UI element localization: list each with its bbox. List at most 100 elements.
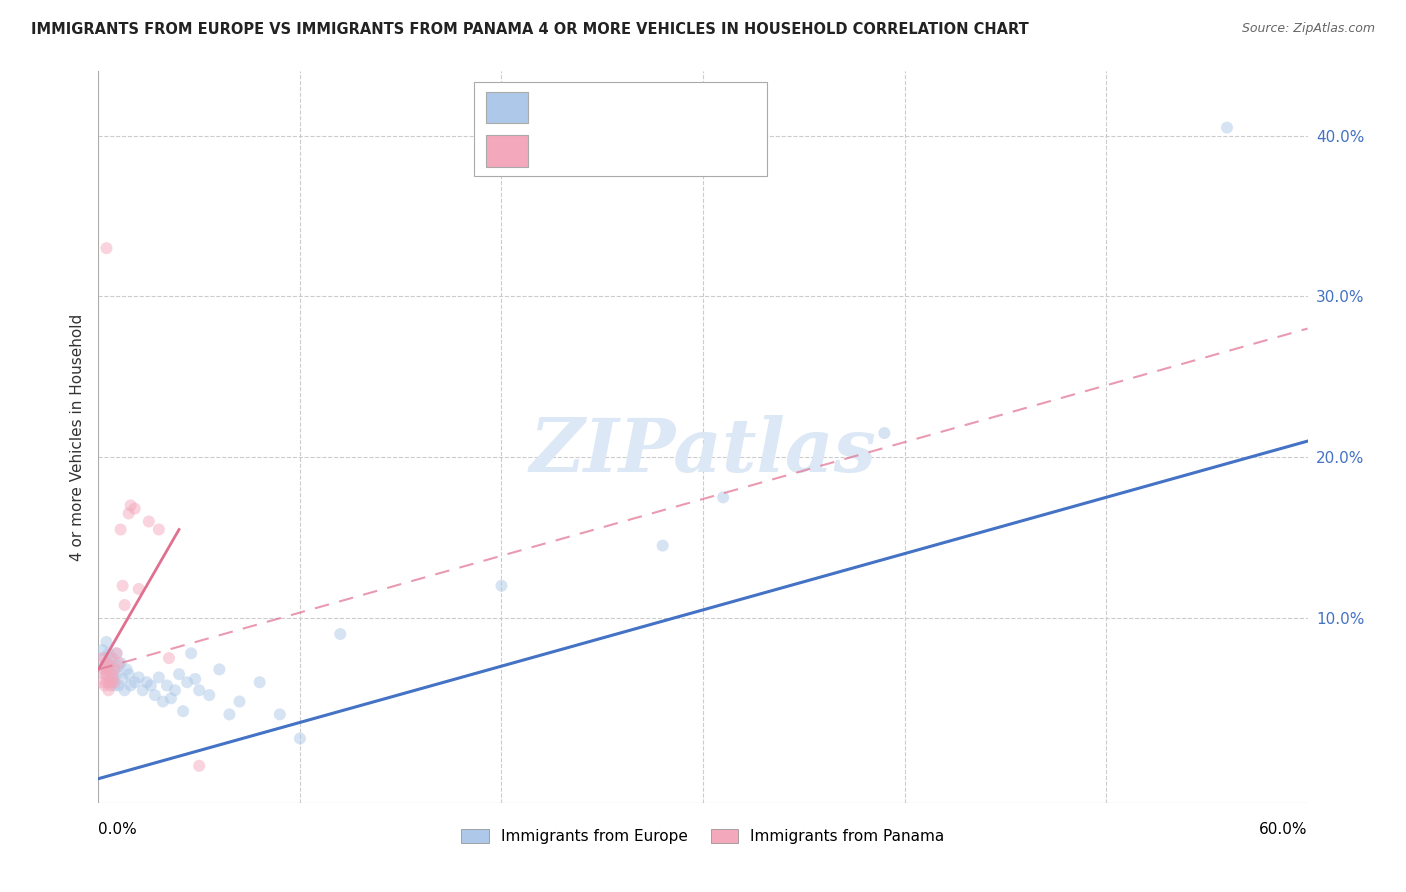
- Point: [139, 678, 162, 692]
- Point: [249, 675, 271, 690]
- Point: [228, 694, 250, 708]
- Text: 60.0%: 60.0%: [1260, 822, 1308, 837]
- Point: [198, 688, 221, 702]
- Point: [148, 670, 170, 684]
- Point: [96, 667, 118, 681]
- Point: [157, 651, 180, 665]
- Point: [97, 656, 120, 670]
- Point: [103, 678, 125, 692]
- Point: [167, 667, 190, 681]
- Point: [101, 675, 124, 690]
- Point: [93, 662, 115, 676]
- Point: [188, 683, 211, 698]
- Text: 31: 31: [700, 144, 721, 159]
- Point: [115, 662, 138, 676]
- Point: [91, 651, 114, 665]
- Point: [93, 667, 115, 681]
- Point: [120, 499, 142, 513]
- Text: Source: ZipAtlas.com: Source: ZipAtlas.com: [1241, 22, 1375, 36]
- Point: [188, 759, 211, 773]
- Point: [97, 659, 120, 673]
- Text: 0.185: 0.185: [592, 144, 640, 159]
- Text: 0.0%: 0.0%: [98, 822, 138, 837]
- Point: [152, 694, 174, 708]
- Point: [107, 656, 129, 670]
- Point: [148, 523, 170, 537]
- Point: [96, 656, 118, 670]
- Point: [93, 651, 115, 665]
- Y-axis label: 4 or more Vehicles in Household: 4 or more Vehicles in Household: [69, 313, 84, 561]
- Point: [96, 667, 118, 681]
- Point: [100, 678, 122, 692]
- Point: [114, 683, 136, 698]
- Point: [118, 667, 141, 681]
- Text: R =: R =: [544, 100, 576, 115]
- Point: [96, 635, 118, 649]
- Point: [97, 662, 120, 676]
- Point: [1216, 120, 1239, 135]
- Point: [105, 646, 128, 660]
- Point: [156, 678, 179, 692]
- Legend: Immigrants from Europe, Immigrants from Panama: Immigrants from Europe, Immigrants from …: [456, 822, 950, 850]
- Point: [124, 675, 146, 690]
- Point: [105, 667, 128, 681]
- Point: [111, 672, 134, 686]
- Point: [100, 659, 122, 673]
- Point: [288, 731, 311, 746]
- Point: [172, 704, 194, 718]
- Point: [118, 507, 141, 521]
- FancyBboxPatch shape: [486, 92, 529, 123]
- Point: [124, 501, 146, 516]
- Point: [93, 659, 115, 673]
- Point: [100, 667, 122, 681]
- Point: [101, 670, 124, 684]
- Point: [711, 491, 734, 505]
- FancyBboxPatch shape: [486, 136, 529, 167]
- Point: [143, 688, 166, 702]
- Point: [101, 651, 124, 665]
- Point: [107, 659, 129, 673]
- Point: [96, 662, 118, 676]
- Point: [163, 683, 186, 698]
- Point: [138, 515, 160, 529]
- Point: [93, 678, 115, 692]
- Point: [218, 707, 240, 722]
- Point: [91, 643, 114, 657]
- Text: IMMIGRANTS FROM EUROPE VS IMMIGRANTS FROM PANAMA 4 OR MORE VEHICLES IN HOUSEHOLD: IMMIGRANTS FROM EUROPE VS IMMIGRANTS FRO…: [31, 22, 1029, 37]
- Point: [184, 672, 207, 686]
- Text: N =: N =: [652, 144, 686, 159]
- Point: [132, 683, 155, 698]
- Point: [110, 523, 132, 537]
- Text: 56: 56: [700, 100, 723, 115]
- Point: [101, 667, 124, 681]
- Point: [91, 675, 114, 690]
- Text: N =: N =: [652, 100, 686, 115]
- Point: [329, 627, 352, 641]
- Point: [176, 675, 198, 690]
- Point: [111, 579, 134, 593]
- Point: [208, 662, 231, 676]
- Point: [100, 651, 122, 665]
- Point: [96, 241, 118, 255]
- Point: [103, 662, 125, 676]
- Point: [114, 598, 136, 612]
- Point: [97, 675, 120, 690]
- Point: [491, 579, 513, 593]
- Point: [180, 646, 202, 660]
- Point: [651, 539, 673, 553]
- Point: [101, 672, 124, 686]
- Point: [105, 646, 128, 660]
- Point: [100, 675, 122, 690]
- Point: [135, 675, 157, 690]
- Point: [160, 691, 183, 706]
- Point: [128, 582, 150, 596]
- Point: [107, 678, 129, 692]
- Point: [110, 656, 132, 670]
- Point: [103, 675, 125, 690]
- Text: R =: R =: [544, 144, 576, 159]
- Text: ZIPatlas: ZIPatlas: [530, 416, 876, 488]
- Point: [128, 670, 150, 684]
- Point: [120, 678, 142, 692]
- Point: [873, 425, 896, 440]
- FancyBboxPatch shape: [474, 82, 768, 177]
